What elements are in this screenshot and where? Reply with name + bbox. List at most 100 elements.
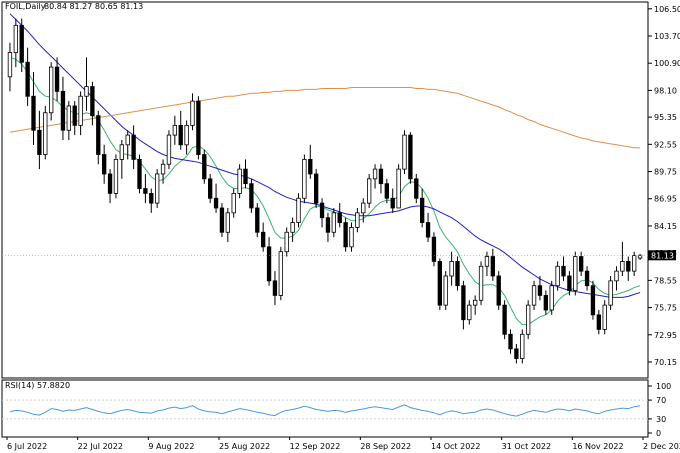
candle-body [290,222,295,233]
candle-body [543,295,548,311]
candle-body [131,134,136,160]
candle-body [166,134,172,165]
candle-body [302,158,307,199]
candle-body [419,197,425,223]
candle-body [408,134,413,180]
candle-body [43,112,48,155]
candle-body [284,231,289,253]
time-tick-label: 25 Aug 2022 [219,442,270,451]
candle-body [225,212,230,233]
time-tick-label: 2 Dec 2022 [643,442,680,451]
price-tick-label: 100.90 [654,59,680,68]
candle-body [113,158,119,194]
candle-body [143,188,148,194]
candle-body [455,261,460,287]
rsi-tick-label: 30 [656,415,666,424]
candle-body [467,304,472,321]
candle-body [184,124,189,146]
candle-body [632,255,637,272]
candle-body [308,158,313,175]
candle-body [461,285,466,321]
candle-body [355,212,360,228]
candle-body [243,168,248,185]
candle-body [526,304,531,335]
candle-body [137,158,142,189]
price-tick-label: 72.95 [654,331,677,340]
candle-body [508,333,513,350]
candle-body [96,115,101,155]
candle-body [190,100,195,126]
price-tick-label: 103.70 [654,32,680,41]
price-tick-label: 86.95 [654,195,677,204]
candle-body [202,154,207,180]
candle-body [449,261,454,277]
candle-body [490,256,496,277]
candle-body [149,193,154,204]
candle-body [213,197,219,209]
rsi-label: RSI(14) 57.8820 [5,381,70,390]
moving-average-line [9,56,641,326]
candle-body [372,168,378,180]
candle-body [72,105,77,126]
candle-body [237,168,242,194]
candle-body [102,154,107,175]
candle-body [90,86,95,117]
candle-body [620,261,625,272]
candle-body [13,24,18,53]
main-frame [1,1,649,379]
candle-body [249,183,254,209]
candle-body [478,265,484,301]
candle-body [54,66,60,92]
candle-body [278,251,284,296]
candle-body [520,333,525,359]
price-tick-label: 95.35 [654,113,677,122]
price-tick-label: 78.55 [654,276,677,285]
time-tick-label: 12 Sep 2022 [290,442,341,451]
candle-body [325,217,331,233]
candle-body [608,280,613,306]
candle-body [260,231,266,248]
candle-body [31,95,36,131]
time-tick-label: 28 Sep 2022 [360,442,411,451]
candle-body [484,256,490,267]
candle-body [272,280,278,296]
candle-body [579,256,584,272]
candle-body [343,222,348,248]
candle-body [7,52,13,78]
last-price-tag: 81.13 [651,251,674,260]
candle-body [172,124,177,136]
rsi-line [9,404,641,417]
candle-body [431,236,437,262]
rsi-tick-label: 0 [656,429,661,438]
candle-body [637,254,643,259]
symbol-label: FOIL,Daily [5,2,46,11]
candle-body [537,285,543,296]
candle-body [319,202,325,219]
candle-body [596,314,601,330]
time-axis: 6 Jul 2022 22 Jul 2022 9 Aug 2022 25 Aug 20… [6,437,680,451]
candle-body [414,178,419,199]
candle-body [437,261,443,306]
time-tick-label: 31 Oct 2022 [502,442,551,451]
candle-body [531,285,537,306]
rsi-panel[interactable] [1,379,649,438]
candle-body [573,256,578,291]
price-tick-label: 92.55 [654,140,677,149]
moving-average-line [9,13,641,298]
candle-body [331,212,337,233]
price-tick-label: 89.75 [654,168,677,177]
candle-body [502,304,507,335]
price-tick-label: 98.10 [654,86,677,95]
candle-body [154,173,160,204]
candle-body [25,61,30,97]
candle-body [425,222,431,238]
candle-body [296,197,301,223]
main-price-panel[interactable] [1,1,649,379]
ohlc-values: 80.84 81.27 80.65 81.13 [44,2,143,11]
candle-body [66,105,71,131]
candle-body [614,270,619,282]
rsi-frame [1,379,649,438]
candle-body [84,86,89,97]
candle-body [219,207,225,233]
